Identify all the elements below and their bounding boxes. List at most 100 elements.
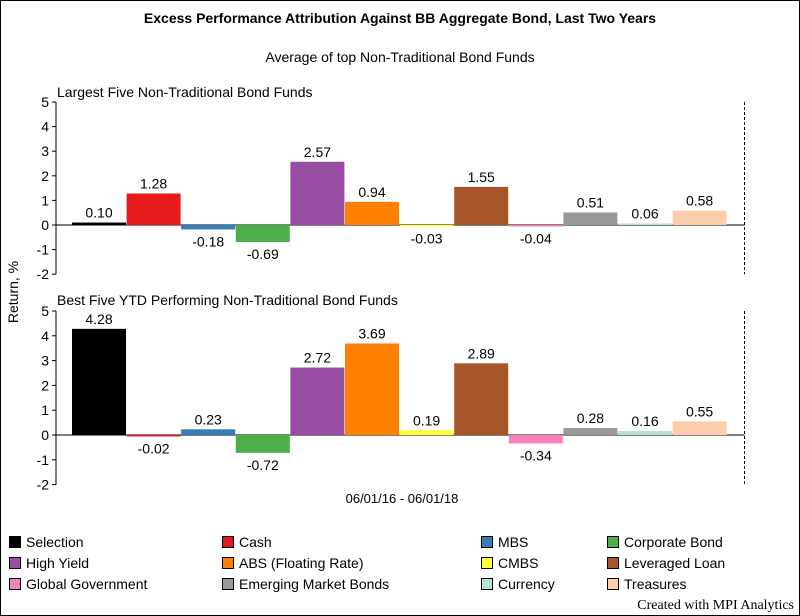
legend-item-currency: Currency: [481, 575, 555, 593]
y-tick-label: -2: [37, 266, 50, 282]
chart-subtitle: Average of top Non-Traditional Bond Fund…: [265, 49, 535, 65]
legend-label: ABS (Floating Rate): [239, 555, 364, 571]
data-label: -0.72: [247, 457, 279, 473]
y-tick-label: -1: [37, 452, 50, 468]
y-tick-label: -2: [37, 477, 50, 493]
bar-high-yield: [290, 367, 345, 435]
legend-swatch: [222, 536, 234, 548]
y-tick-label: -1: [37, 242, 50, 258]
bar-emerging-market-bonds: [563, 212, 618, 225]
data-label: 1.55: [468, 169, 495, 185]
bar-selection: [72, 328, 126, 435]
bar-treasures: [672, 421, 727, 435]
data-label: 2.72: [304, 350, 331, 366]
legend-item-emerging-market-bonds: Emerging Market Bonds: [222, 575, 389, 593]
legend-swatch: [607, 578, 619, 590]
y-tick-label: 1: [41, 402, 49, 418]
legend-label: Corporate Bond: [624, 534, 723, 550]
legend-swatch: [222, 578, 234, 590]
bar-abs-floating-rate: [345, 343, 399, 435]
bar-cash: [126, 435, 181, 437]
panel-1: -2 -1 0 1 2 3 4 5 0.10 1.28 -0.18 -0.69 2.57 0.94 -0.0…: [37, 94, 745, 282]
data-label: 0.94: [358, 184, 385, 200]
panel-title-best: Best Five YTD Performing Non-Traditional…: [57, 292, 398, 308]
bar-leveraged-loan: [454, 186, 509, 225]
y-tick-label: 3: [41, 143, 49, 159]
bar-cmbs: [399, 430, 454, 435]
legend-swatch: [9, 557, 21, 569]
y-tick-label: 0: [41, 217, 49, 233]
bar-leveraged-loan: [454, 363, 509, 435]
data-label: 0.58: [686, 193, 713, 209]
data-label: 0.28: [577, 410, 604, 426]
legend-item-corporate-bond: Corporate Bond: [607, 533, 723, 551]
legend-swatch: [607, 536, 619, 548]
data-label: 0.55: [686, 403, 713, 419]
bar-treasures: [672, 210, 727, 225]
legend-item-high-yield: High Yield: [9, 554, 89, 572]
legend-swatch: [481, 536, 493, 548]
y-tick-label: 4: [41, 119, 49, 135]
bar-global-government: [508, 225, 563, 227]
data-label: -0.69: [247, 246, 279, 262]
data-label: 0.10: [85, 205, 112, 221]
bar-high-yield: [290, 161, 345, 225]
data-label: -0.18: [192, 233, 224, 249]
y-tick-label: 2: [41, 377, 49, 393]
data-label: 4.28: [85, 311, 112, 327]
bar-mbs: [181, 225, 236, 230]
data-label: 0.16: [631, 413, 658, 429]
y-tick-label: 1: [41, 192, 49, 208]
bar-corporate-bond: [235, 225, 290, 242]
y-tick-label: 5: [41, 94, 49, 110]
legend-swatch: [222, 557, 234, 569]
legend-label: MBS: [498, 534, 529, 550]
bar-corporate-bond: [235, 435, 290, 453]
data-label: 0.19: [413, 412, 440, 428]
legend: Selection Cash MBS Corporate Bond High Yield…: [9, 533, 799, 595]
legend-swatch: [9, 536, 21, 548]
legend-item-leveraged-loan: Leveraged Loan: [607, 554, 725, 572]
bar-currency: [618, 431, 672, 435]
bar-abs-floating-rate: [345, 201, 399, 225]
data-label: -0.02: [138, 441, 170, 457]
bar-cash: [126, 193, 181, 225]
bar-cmbs: [399, 225, 454, 227]
y-tick-label: 2: [41, 168, 49, 184]
data-label: 1.28: [140, 176, 167, 192]
bar-emerging-market-bonds: [563, 428, 618, 435]
bar-global-government: [508, 435, 563, 444]
data-label: 2.57: [304, 144, 331, 160]
panel-2: -2 -1 0 1 2 3 4 5 4.28 -0.02 0.23 -0.72 2.72 3.69 0.19…: [37, 303, 745, 493]
legend-item-abs-floating-rate: ABS (Floating Rate): [222, 554, 364, 572]
y-tick-label: 0: [41, 427, 49, 443]
legend-item-cmbs: CMBS: [481, 554, 538, 572]
legend-item-global-government: Global Government: [9, 575, 147, 593]
legend-swatch: [481, 578, 493, 590]
y-tick-label: 4: [41, 328, 49, 344]
y-tick-label: 5: [41, 303, 49, 319]
data-label: -0.03: [411, 231, 443, 247]
bar-mbs: [181, 429, 236, 435]
legend-label: Treasures: [624, 576, 687, 592]
footer-credit: Created with MPI Analytics: [637, 598, 794, 613]
data-label: 0.51: [577, 194, 604, 210]
y-tick-label: 3: [41, 353, 49, 369]
bar-currency: [618, 223, 672, 225]
data-label: -0.34: [520, 447, 552, 463]
legend-item-selection: Selection: [9, 533, 84, 551]
legend-label: Cash: [239, 534, 272, 550]
legend-label: Emerging Market Bonds: [239, 576, 390, 592]
data-label: -0.04: [520, 231, 552, 247]
legend-item-cash: Cash: [222, 533, 272, 551]
legend-label: High Yield: [26, 555, 90, 571]
x-axis-label: 06/01/16 - 06/01/18: [345, 491, 459, 506]
legend-item-mbs: MBS: [481, 533, 528, 551]
panel-title-largest: Largest Five Non-Traditional Bond Funds: [57, 84, 313, 100]
bar-selection: [72, 222, 126, 225]
legend-swatch: [9, 578, 21, 590]
legend-label: Global Government: [26, 576, 148, 592]
data-label: 0.23: [195, 411, 222, 427]
legend-swatch: [481, 557, 493, 569]
